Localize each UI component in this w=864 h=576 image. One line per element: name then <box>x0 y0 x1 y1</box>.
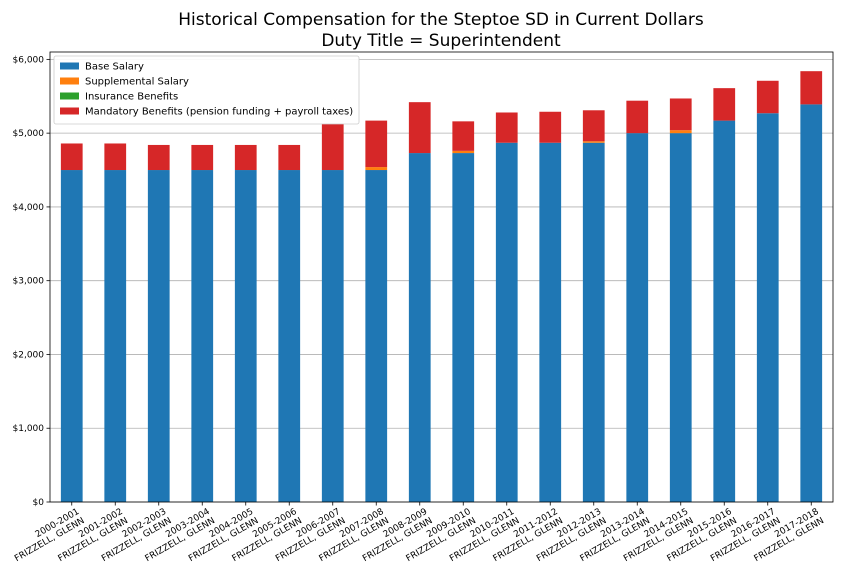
y-tick-label: $4,000 <box>13 203 45 213</box>
bar-segment-mandatory-8 <box>408 102 431 154</box>
bar-segment-base-4 <box>234 170 257 503</box>
bar-segment-supplemental-12 <box>582 141 605 143</box>
y-tick-label: $1,000 <box>13 424 45 434</box>
bar-segment-mandatory-2 <box>147 144 170 171</box>
bar-segment-base-13 <box>626 133 649 503</box>
bar-segment-base-10 <box>495 142 518 502</box>
bar-segment-base-5 <box>278 170 301 503</box>
chart-title: Historical Compensation for the Steptoe … <box>178 10 704 30</box>
bar-segment-base-2 <box>147 170 170 503</box>
bar-segment-base-1 <box>104 170 127 503</box>
y-axis: $0 $1,000 $2,000 $3,000 $4,000 $5,000 $6,000 <box>13 55 50 508</box>
legend-label: Supplemental Salary <box>85 77 189 88</box>
bar-segment-base-14 <box>669 133 692 503</box>
chart-subtitle: Duty Title = Superintendent <box>321 31 561 51</box>
bar-segment-mandatory-1 <box>104 143 127 171</box>
bar-segment-mandatory-0 <box>60 143 83 171</box>
y-tick-label: $5,000 <box>13 129 45 139</box>
bar-segment-base-15 <box>713 120 736 502</box>
bar-segment-mandatory-7 <box>365 120 388 168</box>
bar-segment-base-12 <box>582 142 605 502</box>
bar-segment-supplemental-9 <box>452 150 475 154</box>
legend-swatch <box>60 77 79 85</box>
bar-segment-mandatory-9 <box>452 121 475 151</box>
legend-box <box>53 55 360 125</box>
y-tick-label: $6,000 <box>13 55 45 65</box>
y-tick-label: $2,000 <box>13 350 45 360</box>
bar-segment-mandatory-4 <box>234 144 257 171</box>
legend-label: Base Salary <box>85 62 144 73</box>
bar-segment-base-3 <box>191 170 214 503</box>
bar-segment-base-16 <box>756 113 779 503</box>
bar-segment-mandatory-3 <box>191 144 214 171</box>
y-tick-label: $0 <box>33 498 45 508</box>
bar-segment-mandatory-11 <box>539 111 562 143</box>
legend-swatch <box>60 62 79 70</box>
legend-swatch <box>60 92 79 100</box>
bar-segment-mandatory-14 <box>669 98 692 131</box>
bar-segment-mandatory-17 <box>800 71 823 105</box>
bar-segment-mandatory-6 <box>321 123 344 171</box>
bar-segment-base-0 <box>60 170 83 503</box>
bars <box>60 71 823 503</box>
bar-segment-supplemental-14 <box>669 130 692 134</box>
bar-segment-supplemental-7 <box>365 167 388 171</box>
bar-segment-mandatory-15 <box>713 88 736 121</box>
bar-segment-base-11 <box>539 142 562 502</box>
bar-segment-mandatory-10 <box>495 112 518 143</box>
legend: Base Salary Supplemental Salary Insurance … <box>53 55 360 125</box>
bar-segment-base-8 <box>408 153 431 503</box>
bar-segment-mandatory-5 <box>278 144 301 171</box>
y-tick-label: $3,000 <box>13 277 45 287</box>
legend-swatch <box>60 107 79 115</box>
plot-area-frame <box>49 51 834 503</box>
bar-segment-base-7 <box>365 170 388 503</box>
legend-label: Insurance Benefits <box>85 92 178 103</box>
bar-segment-mandatory-16 <box>756 80 779 114</box>
legend-label: Mandatory Benefits (pension funding + pa… <box>85 107 353 118</box>
bar-segment-base-6 <box>321 170 344 503</box>
bar-segment-base-17 <box>800 104 823 503</box>
bar-segment-mandatory-13 <box>626 100 649 134</box>
bar-segment-base-9 <box>452 153 475 503</box>
bar-segment-mandatory-12 <box>582 110 605 142</box>
